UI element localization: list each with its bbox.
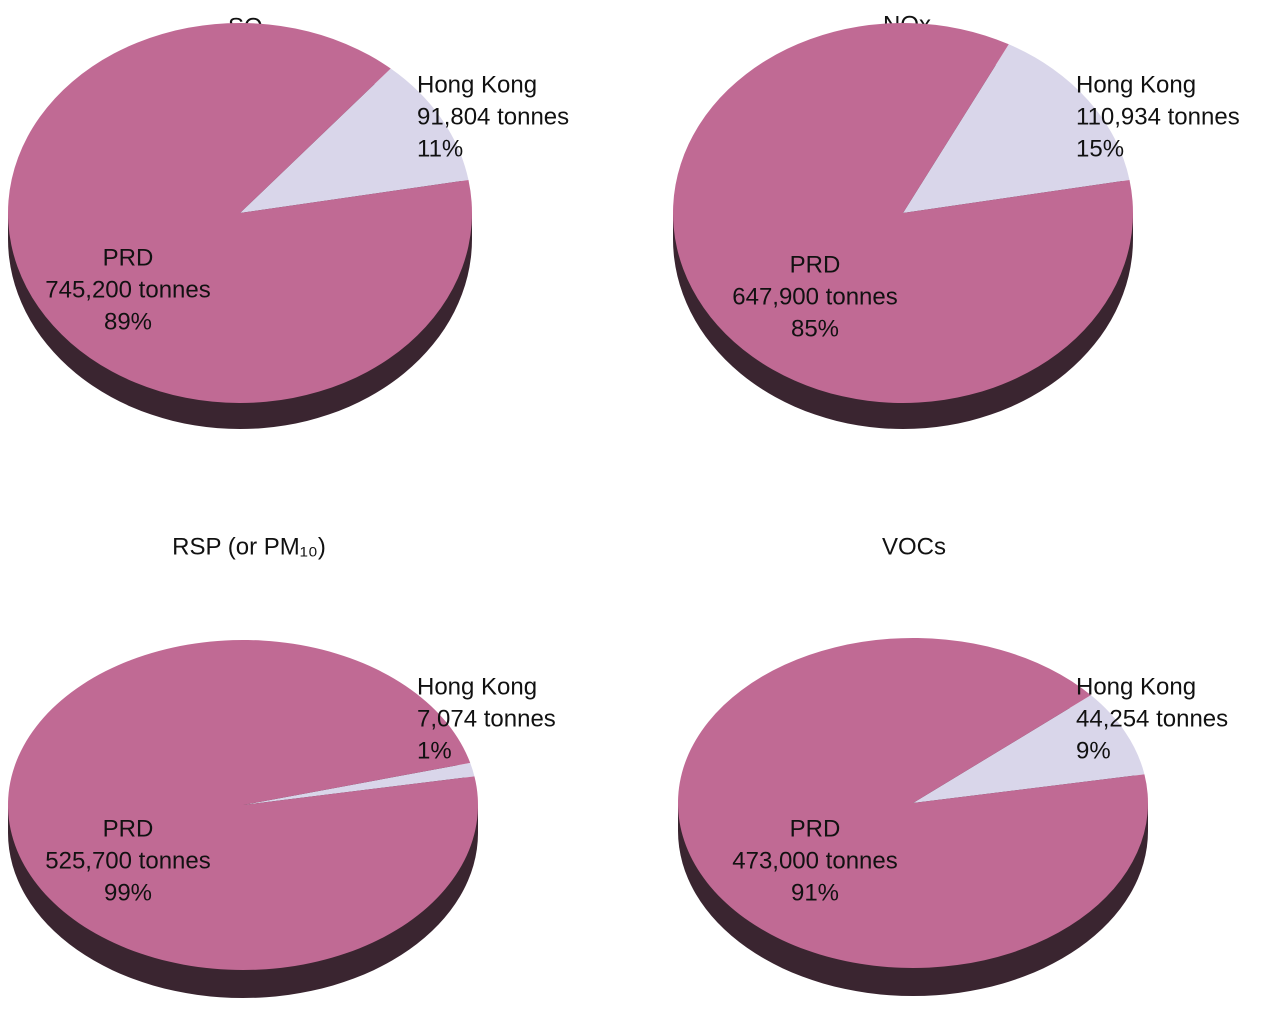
pie-slice [913,695,1145,803]
pie-slice [240,68,469,213]
percent-label: 11% [417,135,463,162]
pie-slice [243,762,475,805]
value-label: 525,700 tonnes [45,847,210,874]
pie-slice [678,637,1148,968]
value-label: 91,804 tonnes [417,103,569,130]
value-label: 110,934 tonnes [1076,103,1240,130]
slice-label: Hong Kong [1076,673,1196,700]
chart-title: VOCs [882,533,946,560]
slice-label: Hong Kong [417,71,537,98]
percent-label: 15% [1076,135,1124,162]
value-label: 473,000 tonnes [732,847,897,874]
percent-label: 91% [791,879,839,906]
slice-label: PRD [790,815,841,842]
pie-slice [7,22,473,404]
percent-label: 85% [791,315,839,342]
slice-label: Hong Kong [1076,71,1196,98]
percent-label: 89% [104,308,152,335]
slice-label: PRD [103,244,154,271]
chart-title: RSP (or PM₁₀) [172,533,326,560]
pie-slice [903,44,1130,214]
value-label: 44,254 tonnes [1076,705,1228,732]
slice-label: Hong Kong [417,673,537,700]
slice-label: PRD [103,815,154,842]
value-label: 745,200 tonnes [45,276,210,303]
slice-label: PRD [790,251,841,278]
percent-label: 1% [417,737,452,764]
pie-slice [7,639,479,970]
pie-slice [673,22,1133,403]
value-label: 7,074 tonnes [417,705,556,732]
value-label: 647,900 tonnes [732,283,897,310]
percent-label: 9% [1076,737,1111,764]
percent-label: 99% [104,879,152,906]
